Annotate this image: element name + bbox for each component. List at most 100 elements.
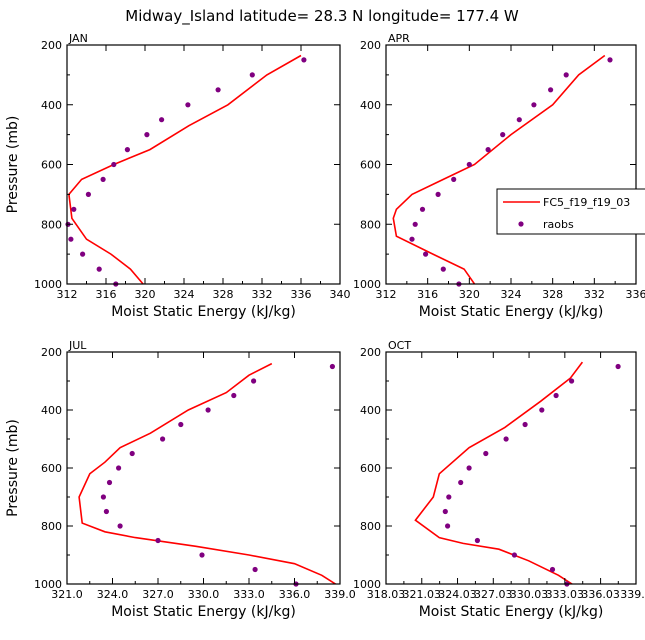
- obs-point-jul: [155, 537, 161, 544]
- x-tick-label-oct: 336.03: [581, 588, 620, 601]
- obs-point-apr: [531, 102, 537, 108]
- obs-point-apr: [500, 132, 506, 138]
- x-tick-label-apr: 312: [376, 288, 397, 301]
- plot-frame-apr: [385, 44, 637, 285]
- legend-obs-label: raobs: [543, 218, 574, 231]
- panels: JAN 312 316 320 324 328 332 336 340 200 400 600 800 1…: [5, 32, 645, 620]
- obs-point-jul: [252, 566, 258, 573]
- y-tick-label-jan: 600: [41, 159, 62, 172]
- obs-point-apr: [563, 72, 569, 78]
- y-tick-label-oct: 600: [360, 462, 381, 475]
- plot-frame-jul: [66, 351, 341, 585]
- obs-point-jul: [129, 450, 135, 457]
- y-tick-label-jan: 200: [41, 39, 62, 52]
- x-tick-label-jul: 333.0: [233, 588, 265, 601]
- y-axis-label-jul: Pressure (mb): [5, 419, 21, 517]
- y-tick-label-apr: 200: [360, 39, 381, 52]
- x-tick-label-oct: 318.03: [367, 588, 406, 601]
- x-tick-label-jul: 336.0: [279, 588, 311, 601]
- x-tick-label-apr: 328: [542, 288, 563, 301]
- obs-point-oct: [615, 363, 621, 370]
- obs-point-jul: [106, 479, 113, 486]
- x-tick-label-jul: 327.0: [142, 588, 174, 601]
- obs-point-jan: [100, 176, 106, 182]
- obs-point-jan: [159, 117, 165, 123]
- obs-point-apr: [485, 147, 491, 153]
- obs-point-jan: [71, 206, 77, 212]
- x-tick-label-apr: 320: [459, 288, 480, 301]
- obs-point-jan: [249, 72, 255, 78]
- y-tick-label-jan: 800: [41, 218, 62, 231]
- x-tick-label-oct: 324.03: [438, 588, 477, 601]
- obs-point-jul: [100, 494, 106, 500]
- obs-point-apr: [516, 117, 522, 123]
- obs-point-jul: [160, 436, 166, 442]
- y-tick-label-jan: 1000: [34, 278, 62, 291]
- x-tick-label-oct: 333.03: [546, 588, 585, 601]
- obs-point-oct: [445, 523, 451, 529]
- obs-point-jul: [205, 407, 211, 413]
- obs-point-oct: [503, 436, 509, 442]
- y-tick-label-apr: 600: [360, 159, 381, 172]
- x-tick-label-apr: 324: [501, 288, 522, 301]
- x-tick-label-jan: 328: [213, 288, 234, 301]
- y-axis-label-jan: Pressure (mb): [5, 116, 21, 214]
- obs-point-jan: [185, 102, 191, 108]
- x-tick-label-oct: 327.03: [474, 588, 513, 601]
- obs-point-jan: [68, 236, 74, 242]
- x-tick-label-jul: 324.0: [97, 588, 129, 601]
- plot-frame-jan: [66, 44, 341, 285]
- panel-oct: OCT318.03321.03324.03327.03330.03333.033…: [353, 339, 645, 620]
- obs-point-oct: [474, 537, 480, 544]
- x-tick-label-oct: 321.03: [403, 588, 442, 601]
- obs-point-apr: [466, 161, 472, 168]
- obs-point-jul: [103, 508, 109, 515]
- obs-point-jul: [329, 363, 335, 370]
- x-tick-label-apr: 332: [584, 288, 605, 301]
- obs-point-jan: [96, 266, 102, 272]
- model-line-apr: [392, 54, 606, 284]
- y-tick-label-jan: 400: [41, 99, 62, 112]
- obs-point-oct: [549, 566, 556, 573]
- obs-point-oct: [466, 465, 472, 471]
- obs-point-apr: [412, 221, 418, 227]
- obs-point-jan: [215, 87, 221, 93]
- x-axis-label-jul: Moist Static Energy (kJ/kg): [111, 604, 296, 620]
- obs-point-jan: [301, 57, 307, 63]
- x-tick-label-jul: 339.0: [324, 588, 356, 601]
- obs-point-oct: [569, 378, 575, 384]
- obs-point-oct: [539, 407, 545, 413]
- x-tick-label-jul: 330.0: [188, 588, 220, 601]
- panel-apr: APR 312 316 320 324 328 332 336 200 400 600 800 1000…: [353, 32, 645, 320]
- obs-point-apr: [440, 266, 446, 272]
- obs-point-jul: [231, 392, 237, 399]
- panel-label-apr: APR: [388, 32, 410, 45]
- x-tick-label-jan: 312: [57, 288, 78, 301]
- obs-point-apr: [435, 191, 441, 197]
- obs-point-jul: [178, 421, 184, 428]
- obs-point-jan: [85, 191, 91, 197]
- y-tick-label-oct: 400: [360, 404, 381, 417]
- y-tick-label-apr: 800: [360, 218, 381, 231]
- obs-point-oct: [446, 494, 452, 500]
- x-axis-label-jan: Moist Static Energy (kJ/kg): [111, 304, 296, 320]
- x-tick-label-jan: 332: [252, 288, 273, 301]
- x-tick-label-apr: 316: [417, 288, 438, 301]
- obs-point-oct: [458, 479, 464, 486]
- obs-point-oct: [483, 450, 489, 457]
- chart-title: Midway_Island latitude= 28.3 N longitude…: [125, 7, 519, 26]
- x-tick-label-oct: 339.0: [620, 588, 645, 601]
- legend-obs-swatch: [518, 221, 524, 227]
- obs-point-jul: [251, 378, 257, 384]
- y-tick-label-jul: 1000: [34, 578, 62, 591]
- y-tick-label-oct: 800: [360, 520, 381, 533]
- x-tick-label-jan: 320: [135, 288, 156, 301]
- x-tick-label-jul: 321.0: [51, 588, 83, 601]
- obs-point-oct: [522, 421, 528, 428]
- panel-label-jul: JUL: [68, 339, 87, 352]
- legend-model-label: FC5_f19_f19_03: [543, 196, 630, 209]
- x-tick-label-jan: 324: [174, 288, 195, 301]
- x-tick-label-oct: 330.03: [510, 588, 549, 601]
- obs-point-oct: [511, 552, 517, 558]
